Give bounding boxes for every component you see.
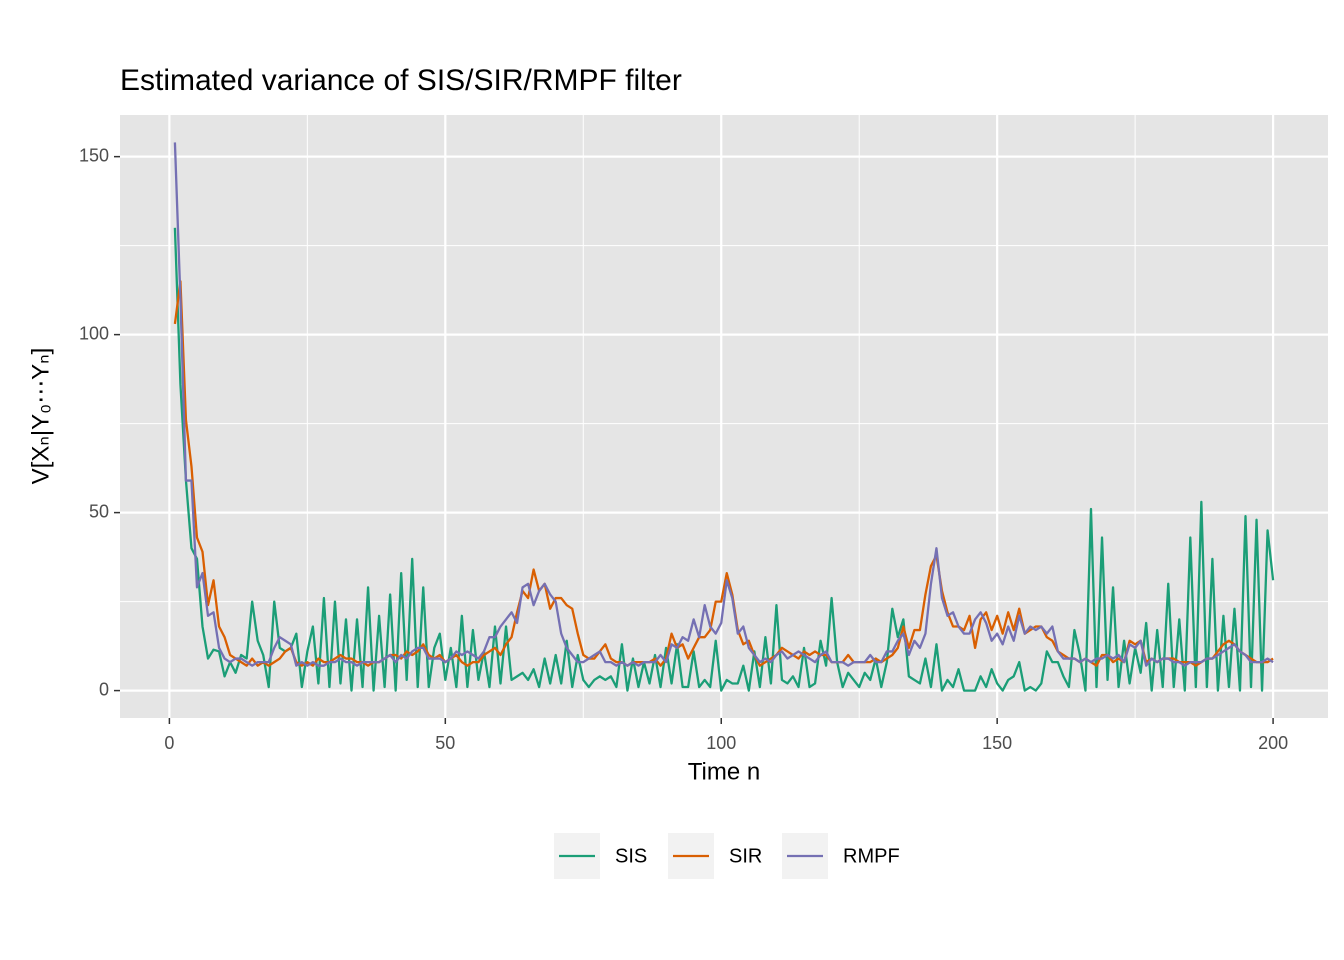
x-tick-label: 150 — [982, 733, 1012, 753]
y-axis-title: V[Xₙ|Y₀⋯Yₙ] — [27, 348, 54, 485]
series-line — [173, 227, 1275, 692]
y-tick-label: 0 — [99, 679, 109, 699]
series-line — [173, 142, 1274, 667]
legend-label: SIS — [615, 845, 647, 867]
x-tick-label: 50 — [435, 733, 455, 753]
legend-label: SIR — [729, 845, 762, 867]
y-tick-label: 150 — [79, 145, 109, 165]
y-tick-label: 50 — [89, 501, 109, 521]
lines — [173, 142, 1275, 692]
x-tick-label: 0 — [164, 733, 174, 753]
y-tick-label: 100 — [79, 323, 109, 343]
panel — [120, 115, 1328, 718]
chart-title: Estimated variance of SIS/SIR/RMPF filte… — [120, 64, 682, 97]
axes: 0 50 100 150 200 0 50 100 150 — [79, 145, 1288, 752]
x-axis-title: Time n — [688, 758, 760, 785]
legend: SIS SIR RMPF — [554, 833, 900, 879]
legend-label: RMPF — [843, 845, 900, 867]
x-tick-label: 100 — [706, 733, 736, 753]
x-tick-label: 200 — [1258, 733, 1288, 753]
